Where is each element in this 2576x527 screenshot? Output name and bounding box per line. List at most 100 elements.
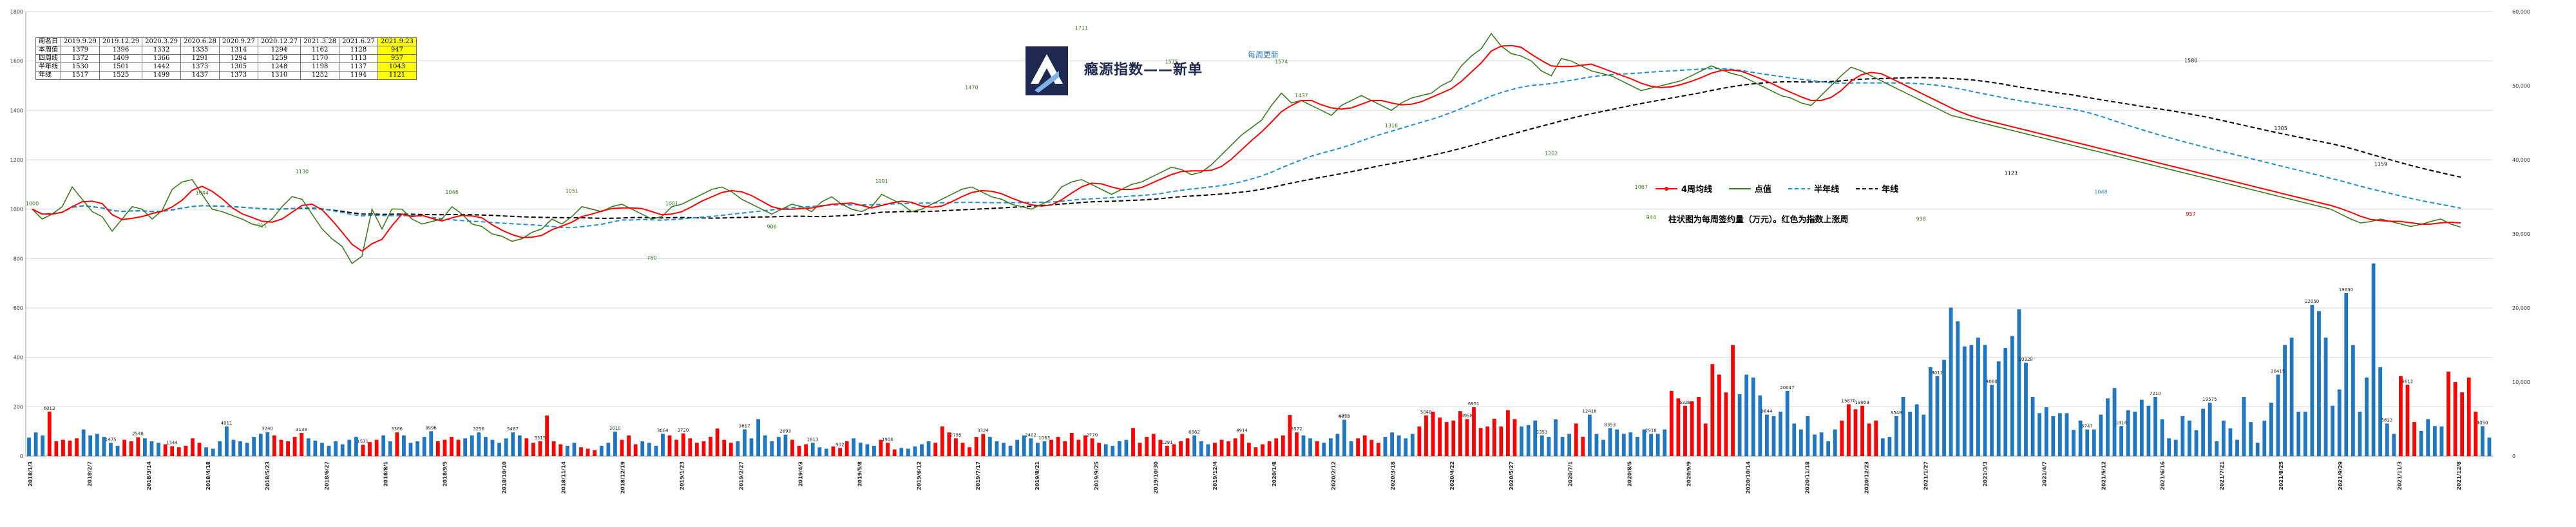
volume-bar — [613, 431, 617, 456]
volume-bar — [1928, 367, 1932, 456]
volume-bar — [1976, 338, 1980, 456]
summary-cell: 1517 — [61, 71, 100, 80]
volume-bar — [1315, 441, 1319, 456]
volume-bar — [327, 445, 331, 456]
volume-bar — [770, 441, 774, 456]
volume-bar — [1322, 443, 1326, 456]
volume-bar — [1151, 434, 1156, 456]
volume-bar — [2249, 422, 2253, 456]
volume-bar — [1887, 437, 1892, 456]
volume-bar — [1847, 404, 1851, 456]
volume-bar — [1376, 443, 1380, 456]
volume-bar — [2106, 398, 2110, 456]
summary-row: 本周值 1379 1396 1332 1335 1314 1294 1162 1128 947 — [35, 46, 417, 55]
bar-value-label: 5622 — [2381, 417, 2393, 423]
volume-bar — [388, 441, 392, 456]
summary-cell: 1162 — [300, 46, 340, 55]
right-tick-label: 40,000 — [2512, 157, 2530, 163]
volume-bar — [1267, 441, 1272, 456]
summary-cell: 1259 — [257, 54, 301, 63]
line-value-label: 927 — [1806, 219, 1816, 225]
bar-value-label: 3064 — [657, 428, 669, 433]
x-tick-label: 2019/1/23 — [679, 461, 685, 490]
right-axis: 0 10,000 20,000 30,000 40,000 50,000 60,000 — [2512, 9, 2530, 459]
volume-bar — [1853, 409, 1858, 456]
summary-header-row: 周名日 2019.9.29 2019.12.29 2020.3.29 2020.6.28… — [35, 37, 417, 46]
volume-bar — [1520, 426, 1523, 456]
volume-bar — [443, 439, 447, 456]
volume-bar — [968, 447, 971, 456]
legend-swatch-points — [1729, 187, 1751, 189]
bar-value-label: 2918 — [1645, 428, 1657, 434]
volume-bar — [1274, 438, 1279, 456]
volume-bar — [1533, 420, 1538, 456]
volume-bar — [1840, 420, 1844, 456]
volume-bar — [1342, 419, 1346, 456]
volume-bar — [184, 445, 188, 456]
volume-bar — [2331, 405, 2335, 456]
volume-bar — [2323, 338, 2328, 456]
summary-cell: 1373 — [180, 62, 220, 72]
volume-bar — [368, 442, 372, 456]
volume-bar — [565, 445, 569, 456]
volume-bar — [1663, 429, 1667, 456]
volume-bar — [1956, 321, 1960, 456]
volume-bar — [1983, 345, 1987, 456]
bar-value-label: 3548 — [1891, 410, 1902, 416]
volume-bar — [1710, 364, 1715, 456]
x-tick-label: 2018/12/19 — [620, 461, 626, 494]
volume-bar — [558, 444, 563, 456]
bar-value-label: 6013 — [44, 406, 55, 411]
bar-value-label: 3720 — [678, 428, 689, 433]
left-tick-label: 1000 — [10, 207, 23, 213]
volume-bar — [2024, 363, 2028, 456]
volume-bar — [1165, 445, 1169, 456]
volume-bar — [2385, 423, 2389, 456]
summary-row-label: 周名日 — [35, 37, 61, 46]
volume-bar — [1806, 416, 1810, 456]
x-tick-label: 2021/9/29 — [2338, 461, 2343, 490]
bar-value-label: 3366 — [391, 426, 403, 432]
volume-bar — [1758, 395, 1762, 456]
volume-bar — [2276, 374, 2280, 456]
volume-bar — [1397, 435, 1401, 456]
volume-bar — [1199, 441, 1203, 456]
volume-bar — [2126, 410, 2130, 456]
volume-bar — [2153, 397, 2157, 456]
volume-bar — [1362, 435, 1367, 456]
volume-bar — [231, 439, 236, 456]
volume-bar — [545, 415, 549, 456]
volume-bar — [2317, 311, 2321, 456]
bar-value-label: 1344 — [166, 441, 178, 446]
volume-bar — [252, 437, 256, 456]
bar-value-label: 4914 — [1236, 428, 1248, 434]
line-value-label: 911 — [257, 223, 267, 229]
bar-value-label: 15870 — [1842, 399, 1856, 404]
volume-bar — [1867, 423, 1871, 456]
line-value-label: 938 — [1916, 216, 1926, 222]
volume-bar — [2065, 413, 2069, 456]
volume-bar — [1697, 397, 1701, 456]
bar-value-label: 1063 — [1038, 436, 1050, 441]
volume-bar — [1717, 374, 1721, 456]
summary-table: 周名日 2019.9.29 2019.12.29 2020.3.29 2020.6.28… — [35, 37, 417, 80]
volume-bar — [1458, 411, 1462, 456]
line-value-label: 957 — [2186, 211, 2195, 217]
summary-cell: 1372 — [61, 54, 100, 63]
x-tick-label: 2020/1/8 — [1272, 461, 1277, 487]
volume-bar — [347, 439, 352, 456]
volume-bar — [1158, 439, 1163, 456]
gridlines — [26, 11, 2493, 457]
volume-bar — [2392, 434, 2396, 456]
x-tick-label: 2018/3/14 — [146, 461, 152, 490]
volume-bar — [415, 441, 420, 456]
volume-bar — [1908, 412, 1913, 456]
x-tick-label: 2020/3/18 — [1390, 461, 1396, 490]
volume-bar — [1990, 385, 1994, 456]
volume-bar — [640, 441, 645, 456]
volume-bar — [41, 435, 45, 456]
volume-bar — [913, 446, 917, 456]
volume-bar — [361, 445, 365, 456]
x-tick-label: 2019/4/3 — [797, 461, 803, 486]
legend-label-ma4: 4周均线 — [1681, 185, 1713, 195]
